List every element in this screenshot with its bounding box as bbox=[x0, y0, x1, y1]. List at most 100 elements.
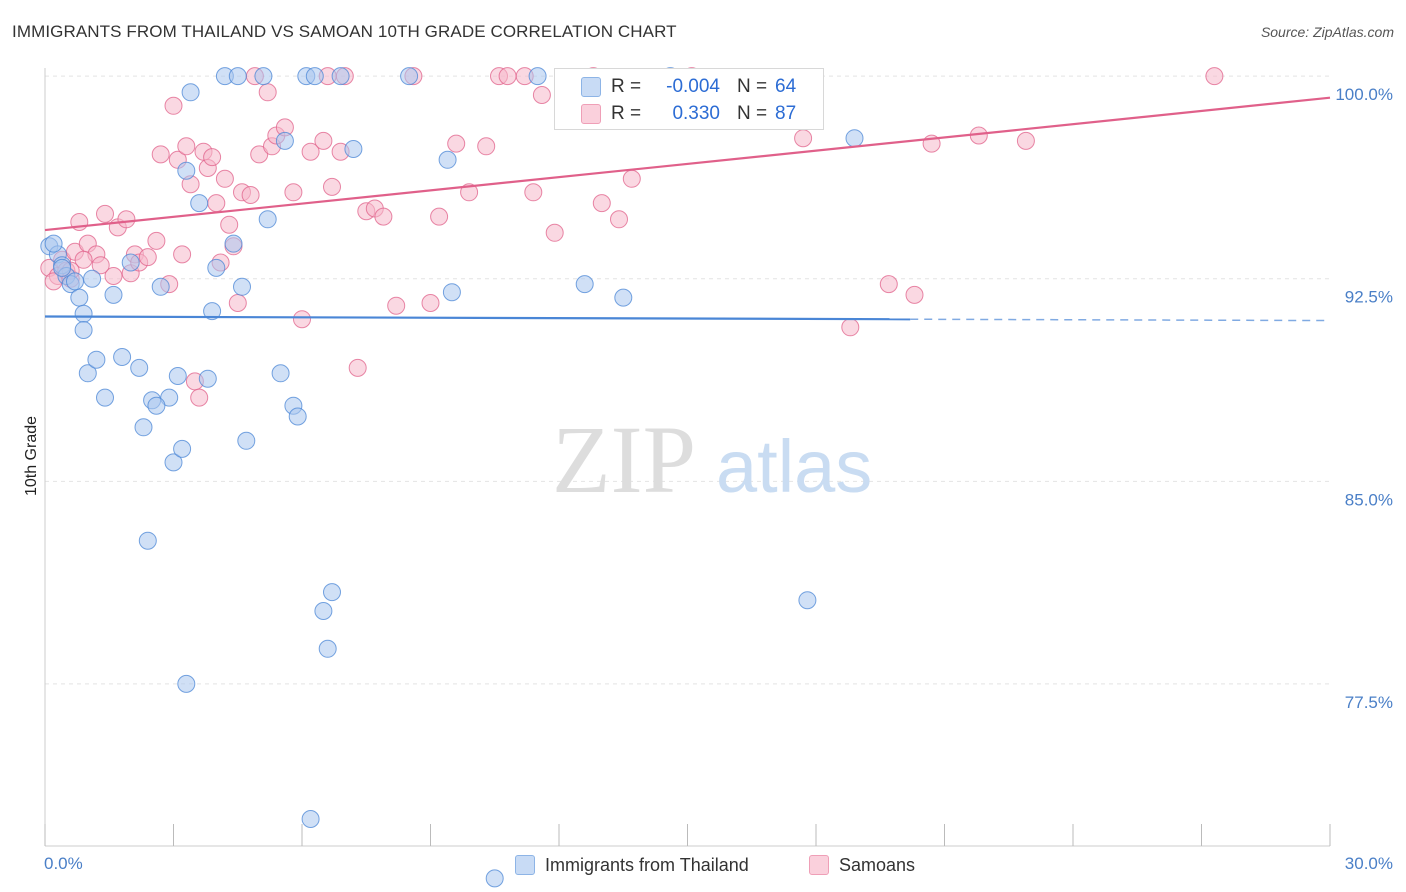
samoans-point-76 bbox=[841, 318, 860, 337]
samoans-point-81 bbox=[1016, 131, 1035, 150]
thailand-point-34 bbox=[275, 131, 294, 150]
thailand-point-52 bbox=[798, 591, 817, 610]
thailand-point-9 bbox=[96, 388, 114, 407]
thailand-point-42 bbox=[331, 67, 350, 86]
stats-box: R = -0.004 N = 64 R = 0.330 N = 87 bbox=[554, 68, 824, 130]
thailand-point-63 bbox=[74, 321, 93, 339]
y-tick-label-2: 85.0% bbox=[1345, 490, 1393, 509]
thailand-point-24 bbox=[198, 369, 217, 388]
y-tick-label-0: 100.0% bbox=[1335, 85, 1393, 104]
samoans-point-20 bbox=[164, 96, 183, 115]
thailand-point-57 bbox=[66, 272, 84, 291]
thailand-point-29 bbox=[233, 277, 251, 296]
samoans-point-72 bbox=[610, 210, 628, 229]
thailand-point-31 bbox=[254, 67, 273, 86]
samoans-point-46 bbox=[301, 142, 320, 161]
stats-r-label: R = bbox=[611, 103, 642, 124]
thailand-point-11 bbox=[113, 348, 132, 366]
thailand-point-44 bbox=[400, 67, 419, 86]
samoans-point-39 bbox=[250, 145, 269, 164]
thailand-trend-extension bbox=[910, 318, 1331, 322]
samoans-point-18 bbox=[151, 145, 170, 164]
thailand-point-6 bbox=[74, 304, 93, 323]
stats-n-label: N = bbox=[737, 103, 768, 124]
legend-swatch-thailand bbox=[515, 855, 535, 875]
samoans-point-61 bbox=[460, 183, 479, 202]
thailand-point-14 bbox=[134, 418, 153, 437]
thailand-point-5 bbox=[70, 288, 89, 307]
thailand-point-61 bbox=[147, 396, 166, 415]
samoans-point-66 bbox=[524, 183, 543, 202]
thailand-point-55 bbox=[177, 674, 196, 693]
stats-n-value: 64 bbox=[775, 76, 797, 97]
stats-row-samoans: R = 0.330 N = 87 bbox=[555, 101, 825, 127]
x-tick-label-0: 0.0% bbox=[44, 854, 83, 873]
samoans-point-56 bbox=[387, 296, 406, 315]
samoans-point-52 bbox=[348, 358, 367, 377]
y-tick-label-1: 92.5% bbox=[1345, 288, 1393, 307]
thailand-point-17 bbox=[160, 388, 179, 407]
thailand-point-33 bbox=[271, 364, 290, 383]
samoans-point-32 bbox=[215, 169, 234, 188]
trend-lines bbox=[44, 96, 1331, 322]
samoans-point-58 bbox=[421, 294, 440, 312]
samoans-point-44 bbox=[284, 183, 303, 202]
chart-title: IMMIGRANTS FROM THAILAND VS SAMOAN 10TH … bbox=[12, 22, 677, 41]
stats-r-value: 0.330 bbox=[672, 103, 720, 124]
stats-r-value: -0.004 bbox=[666, 76, 720, 97]
watermark: ZIP atlas bbox=[552, 406, 872, 513]
thailand-point-22 bbox=[181, 83, 200, 102]
source-label: Source: ZipAtlas.com bbox=[1260, 24, 1394, 40]
stats-swatch-samoans bbox=[581, 104, 601, 124]
samoans-point-85 bbox=[91, 256, 110, 275]
legend-item-thailand[interactable]: Immigrants from Thailand bbox=[515, 852, 749, 878]
axes bbox=[44, 68, 1331, 847]
thailand-trend-line bbox=[44, 315, 911, 321]
thailand-point-62 bbox=[224, 234, 243, 253]
samoans-point-67 bbox=[532, 86, 551, 104]
samoans-point-77 bbox=[879, 275, 898, 294]
legend: Immigrants from Thailand Samoans bbox=[0, 852, 1406, 878]
legend-swatch-samoans bbox=[809, 855, 829, 875]
thailand-point-20 bbox=[173, 439, 192, 458]
stats-row-thailand: R = -0.004 N = 64 bbox=[555, 74, 825, 100]
thailand-point-13 bbox=[130, 358, 149, 377]
samoans-point-64 bbox=[498, 67, 517, 86]
samoans-point-78 bbox=[905, 285, 924, 304]
thailand-point-38 bbox=[305, 67, 324, 86]
watermark-zip: ZIP bbox=[552, 406, 696, 513]
thailand-points bbox=[40, 67, 864, 888]
thailand-point-56 bbox=[301, 810, 320, 828]
thailand-point-54 bbox=[138, 531, 157, 550]
legend-label-thailand: Immigrants from Thailand bbox=[545, 854, 749, 875]
samoans-point-23 bbox=[177, 137, 196, 156]
thailand-point-19 bbox=[168, 367, 187, 385]
thailand-point-36 bbox=[288, 407, 307, 426]
thailand-point-46 bbox=[442, 283, 461, 302]
legend-item-samoans[interactable]: Samoans bbox=[809, 852, 915, 878]
thailand-point-39 bbox=[314, 602, 333, 620]
samoans-point-62 bbox=[477, 137, 496, 156]
legend-label-samoans: Samoans bbox=[839, 854, 916, 875]
samoans-point-45 bbox=[293, 310, 311, 329]
samoans-points bbox=[40, 67, 1224, 407]
stats-n-label: N = bbox=[737, 76, 768, 97]
thailand-point-26 bbox=[207, 258, 226, 277]
samoans-point-9 bbox=[96, 204, 114, 223]
samoans-point-59 bbox=[430, 207, 449, 226]
thailand-point-12 bbox=[121, 253, 140, 272]
samoans-point-29 bbox=[203, 148, 222, 167]
thailand-point-41 bbox=[323, 583, 341, 602]
thailand-point-47 bbox=[485, 869, 504, 888]
samoans-trend-line bbox=[44, 96, 1331, 232]
thailand-point-23 bbox=[190, 194, 209, 213]
thailand-point-43 bbox=[344, 140, 363, 158]
thailand-point-32 bbox=[258, 210, 277, 229]
samoans-point-37 bbox=[241, 186, 260, 204]
samoans-point-47 bbox=[314, 131, 333, 150]
thailand-point-45 bbox=[438, 150, 457, 169]
samoans-point-40 bbox=[258, 83, 277, 102]
stats-r-label: R = bbox=[611, 76, 642, 97]
stats-n-value: 87 bbox=[775, 103, 797, 124]
